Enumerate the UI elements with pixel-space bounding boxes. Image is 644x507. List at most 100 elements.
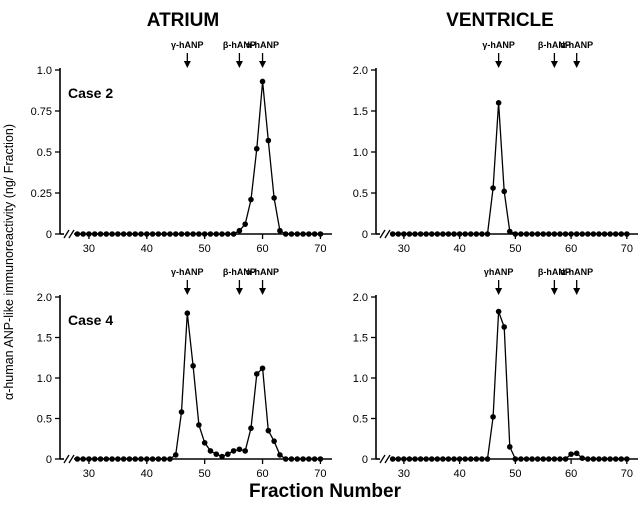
data-point: [434, 456, 441, 462]
data-point: [167, 231, 173, 237]
elution-marker-arrowhead: [259, 288, 267, 295]
data-point: [506, 444, 513, 450]
data-point: [607, 456, 613, 462]
data-point: [546, 231, 552, 237]
data-point: [236, 446, 243, 453]
data-point: [568, 231, 574, 237]
data-point: [596, 456, 602, 462]
data-point: [462, 231, 468, 237]
x-tick-label: 70: [621, 243, 633, 255]
data-point: [74, 231, 81, 237]
y-tick-label: 0.5: [353, 188, 368, 200]
y-axis-label: α-human ANP-like immunoreactivity (ng/ F…: [2, 124, 16, 400]
panel-ventricle-case2: 0 0.5 1.0 1.5 2.0 30 40 50 60 70 γ-hANP β-hANPα-hAN…: [353, 40, 638, 255]
data-point: [219, 231, 225, 237]
data-point: [618, 231, 625, 237]
data-point: [568, 451, 574, 457]
data-point: [103, 456, 110, 462]
data-point: [456, 456, 463, 462]
data-point: [126, 231, 133, 237]
data-point: [467, 456, 474, 462]
elution-marker-arrowhead: [183, 288, 191, 295]
data-point: [294, 231, 301, 237]
data-point: [579, 455, 586, 461]
data-point: [265, 427, 272, 434]
y-tick-label: 1.0: [353, 373, 368, 385]
data-point: [230, 448, 237, 454]
data-point: [300, 231, 306, 237]
data-point: [523, 231, 530, 237]
data-point: [529, 231, 535, 237]
case-label: Case 4: [68, 312, 113, 328]
data-point: [540, 231, 547, 237]
data-point: [74, 456, 81, 462]
elution-marker-arrowhead: [573, 288, 581, 295]
data-point: [389, 231, 396, 237]
data-point: [190, 363, 196, 369]
x-tick-label: 50: [509, 468, 521, 480]
elution-marker-label: β-hANP: [223, 267, 256, 277]
data-point: [585, 456, 591, 462]
elution-marker-label: β-hANP: [538, 40, 571, 50]
y-tick-label: 2.0: [353, 292, 368, 304]
y-tick-label: 1.5: [353, 333, 368, 345]
elution-marker-arrowhead: [183, 61, 191, 68]
data-point: [428, 456, 435, 462]
data-point: [271, 438, 277, 444]
data-point: [406, 231, 413, 237]
data-point: [282, 456, 289, 462]
data-point: [590, 456, 597, 462]
data-point: [428, 231, 435, 237]
data-point: [440, 231, 446, 237]
data-point: [484, 231, 491, 237]
data-point: [551, 231, 558, 237]
data-point: [126, 456, 133, 462]
y-tick-label: 2.0: [37, 292, 52, 304]
data-point: [518, 456, 524, 462]
data-point: [585, 231, 591, 237]
data-point: [306, 231, 312, 237]
x-tick-label: 70: [314, 243, 326, 255]
y-tick-label: 1.0: [353, 147, 368, 159]
data-point: [277, 227, 283, 234]
data-point: [80, 231, 86, 237]
data-point: [161, 231, 167, 237]
data-point: [196, 422, 202, 428]
data-point: [495, 308, 502, 315]
elution-marker-arrowhead: [259, 61, 267, 68]
x-tick-label: 60: [256, 243, 268, 255]
axis-break-mark: [379, 229, 391, 239]
data-point: [456, 231, 463, 237]
data-point: [184, 310, 191, 317]
elution-marker-label: α-hANP: [560, 40, 593, 50]
data-point: [190, 231, 196, 237]
y-tick-label: 0: [46, 229, 52, 241]
y-tick-label: 0.5: [37, 147, 52, 159]
data-point: [225, 451, 231, 457]
elution-marker-label: α-hANP: [560, 267, 593, 277]
data-point: [546, 456, 552, 462]
data-point: [562, 456, 569, 462]
data-point: [219, 453, 225, 460]
data-point: [479, 231, 485, 237]
data-point: [294, 456, 301, 462]
data-point: [317, 456, 324, 462]
data-point: [242, 221, 248, 227]
elution-marker-label: γ-hANP: [482, 40, 515, 50]
data-point: [557, 456, 563, 462]
y-tick-label: 1.0: [37, 65, 52, 77]
data-point: [207, 231, 214, 237]
elution-marker-label: γ-hANP: [171, 267, 204, 277]
data-point: [601, 231, 608, 237]
x-axis-label: Fraction Number: [249, 481, 402, 502]
data-point: [607, 231, 613, 237]
data-point: [479, 456, 485, 462]
data-point: [97, 231, 104, 237]
data-point: [149, 456, 156, 462]
elution-marker-arrowhead: [235, 61, 243, 68]
data-point: [109, 456, 115, 462]
data-point: [253, 371, 260, 377]
x-tick-label: 40: [141, 243, 153, 255]
y-tick-label: 0.5: [353, 414, 368, 426]
